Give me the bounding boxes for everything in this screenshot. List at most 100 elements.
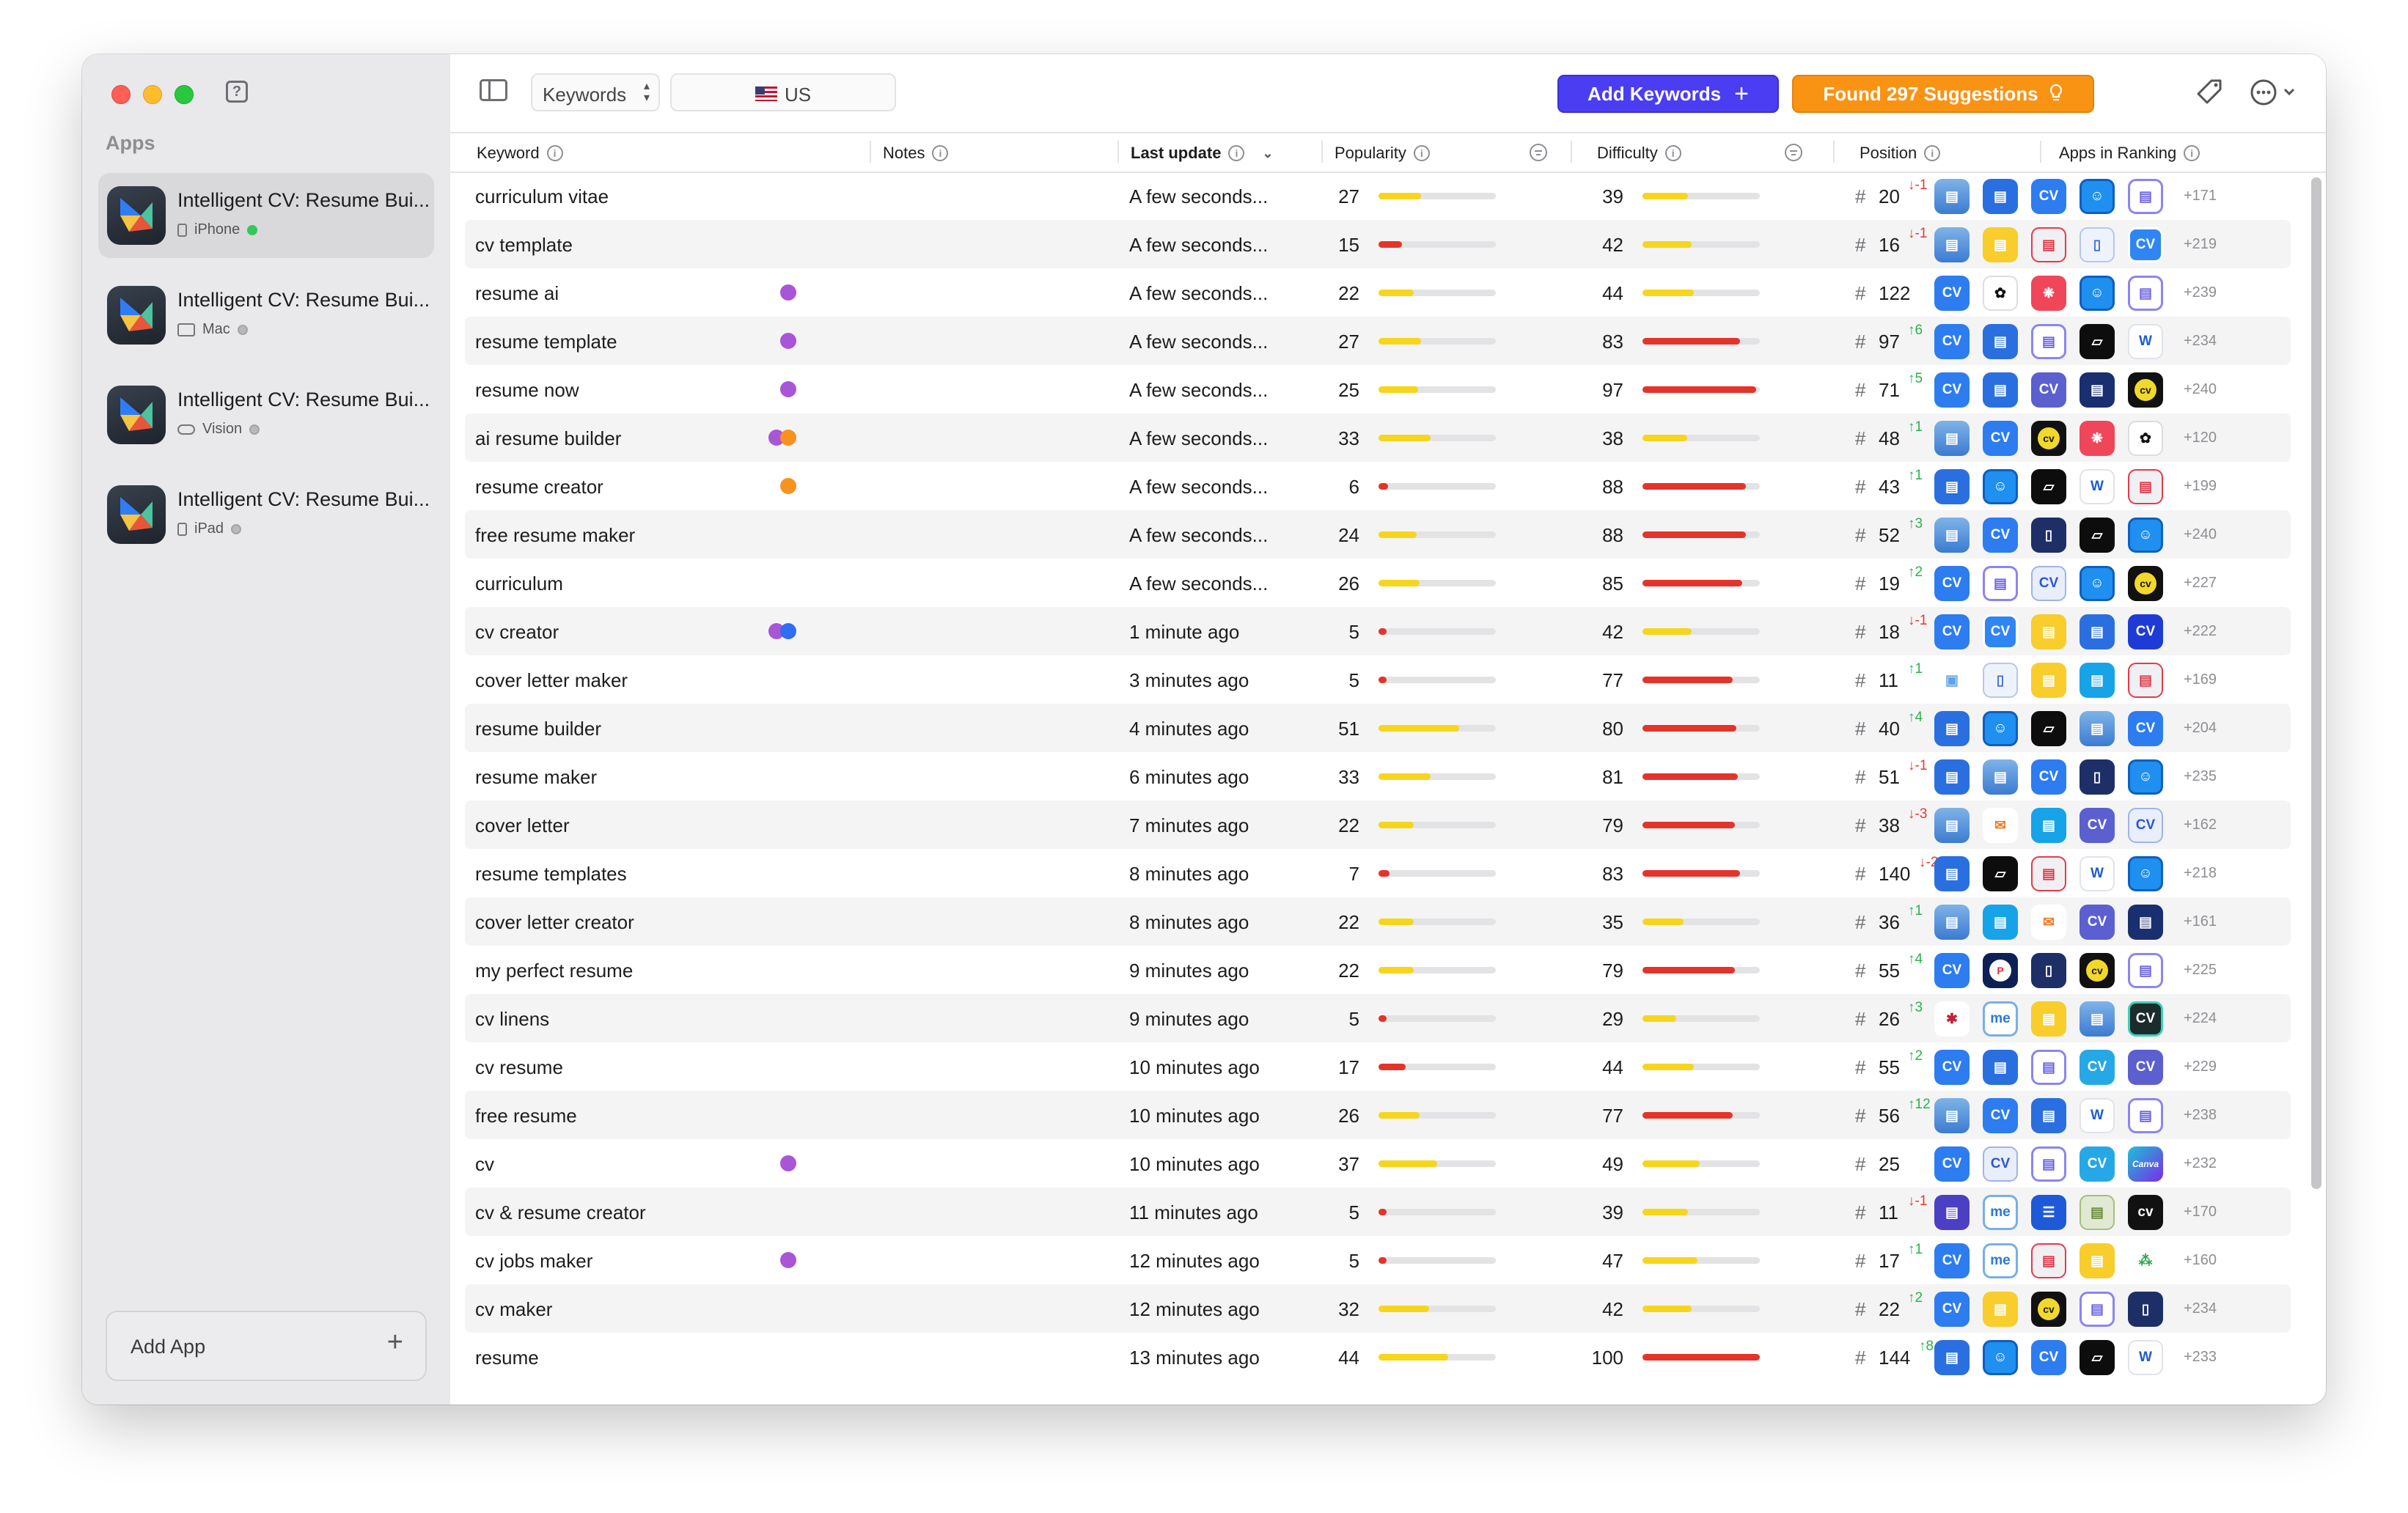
cv-cyan-app-icon[interactable]: CV	[2080, 1146, 2115, 1182]
doc-purple-app-icon[interactable]: ▤	[2031, 324, 2066, 359]
doc-blue-app-icon[interactable]: ▤	[1934, 469, 1970, 504]
doc-purple-app-icon[interactable]: ▤	[2128, 953, 2163, 988]
more-apps-count[interactable]: +235	[2184, 768, 2217, 784]
table-row[interactable]: free resume maker A few seconds... 24 88 #52…	[465, 510, 2291, 559]
cv-blue-app-icon[interactable]: CV	[1983, 1098, 2018, 1133]
doc-red-app-icon[interactable]: ▤	[2128, 663, 2163, 698]
notepad-app-icon[interactable]: ▤	[2080, 1001, 2115, 1037]
doc-purple-app-icon[interactable]: ▤	[2080, 1292, 2115, 1327]
info-icon[interactable]: i	[546, 145, 563, 161]
doc-red-app-icon[interactable]: ▤	[2031, 1243, 2066, 1278]
cv-yellow-app-icon[interactable]: cv	[2080, 953, 2115, 988]
cv-blue-app-icon[interactable]: CV	[2031, 1340, 2066, 1375]
more-apps-count[interactable]: +234	[2184, 333, 2217, 349]
word-app-icon[interactable]: W	[2080, 856, 2115, 891]
country-select[interactable]: US	[670, 73, 896, 111]
mail-orange-app-icon[interactable]: ✉	[1983, 808, 2018, 843]
minimize-window-button[interactable]	[143, 85, 162, 104]
profile-blue-app-icon[interactable]: ☺	[2128, 518, 2163, 553]
cv-blue-app-icon[interactable]: CV	[1934, 953, 1970, 988]
more-apps-count[interactable]: +161	[2184, 913, 2217, 929]
cv-blue-app-icon[interactable]: CV	[2031, 179, 2066, 214]
doc-lines-app-icon[interactable]: ☰	[2031, 1195, 2066, 1230]
table-row[interactable]: cv 10 minutes ago 37 49 #25 CV CV ▤ CV Canva +232	[465, 1139, 2291, 1188]
keyword-cell[interactable]: cv template	[475, 234, 573, 256]
cv-blue-app-icon[interactable]: CV	[1934, 614, 1970, 649]
info-icon[interactable]: i	[1924, 145, 1941, 161]
add-keywords-button[interactable]: Add Keywords +	[1557, 75, 1779, 113]
note-tags[interactable]	[780, 1252, 796, 1268]
column-difficulty[interactable]: Difficulty i	[1597, 144, 1681, 163]
more-apps-count[interactable]: +240	[2184, 381, 2217, 397]
more-apps-count[interactable]: +229	[2184, 1059, 2217, 1075]
cv-blue-app-icon[interactable]: CV	[1934, 1243, 1970, 1278]
doc-blue-app-icon[interactable]: ▤	[1934, 759, 1970, 795]
profile-blue-app-icon[interactable]: ☺	[2080, 566, 2115, 601]
notepad-app-icon[interactable]: ▤	[1983, 759, 2018, 795]
notepad-app-icon[interactable]: ▤	[1934, 227, 1970, 262]
table-row[interactable]: resume templates 8 minutes ago 7 83 #140 ↓-2 ▤…	[465, 849, 2291, 897]
paper-black-app-icon[interactable]: ▱	[2080, 324, 2115, 359]
paper-black-app-icon[interactable]: ▱	[2031, 711, 2066, 746]
word-app-icon[interactable]: W	[2080, 1098, 2115, 1133]
popularity-filter-icon[interactable]	[1530, 144, 1547, 161]
clip-light-app-icon[interactable]: ▣	[1934, 663, 1970, 698]
doc-dark-app-icon[interactable]: ▤	[2080, 372, 2115, 408]
suggestions-button[interactable]: Found 297 Suggestions	[1792, 75, 2094, 113]
cv-multi-app-icon[interactable]: CV	[1983, 1146, 2018, 1182]
table-row[interactable]: cv linens 9 minutes ago 5 29 #26 ↑3 ✱ me ▤ ▤ CV +22…	[465, 994, 2291, 1042]
doc-outline-app-icon[interactable]: ▯	[2080, 227, 2115, 262]
column-divider[interactable]	[1571, 141, 1572, 163]
difficulty-filter-icon[interactable]	[1785, 144, 1802, 161]
profile-blue-app-icon[interactable]: ☺	[1983, 711, 2018, 746]
paper-black-app-icon[interactable]: ▱	[2080, 518, 2115, 553]
more-apps-count[interactable]: +169	[2184, 671, 2217, 688]
column-keyword[interactable]: Keyword i	[477, 144, 563, 163]
doc-blue-app-icon[interactable]: ▤	[1934, 1340, 1970, 1375]
paper-black-app-icon[interactable]: ▱	[2080, 1340, 2115, 1375]
more-apps-count[interactable]: +222	[2184, 623, 2217, 639]
doc-violet-app-icon[interactable]: ▤	[1934, 1195, 1970, 1230]
more-apps-count[interactable]: +199	[2184, 478, 2217, 494]
more-apps-count[interactable]: +171	[2184, 188, 2217, 204]
me-blue-app-icon[interactable]: me	[1983, 1195, 2018, 1230]
more-apps-count[interactable]: +238	[2184, 1107, 2217, 1123]
sidebar-app-item[interactable]: Intelligent CV: Resume Bui... Mac	[98, 273, 434, 358]
add-app-button[interactable]: Add App +	[106, 1311, 427, 1381]
canva-app-icon[interactable]: Canva	[2128, 1146, 2163, 1182]
note-tags[interactable]	[780, 478, 796, 494]
column-position[interactable]: Position i	[1860, 144, 1941, 163]
mail-orange-app-icon[interactable]: ✉	[2031, 905, 2066, 940]
notepad-app-icon[interactable]: ▤	[1934, 179, 1970, 214]
profile-blue-app-icon[interactable]: ☺	[2128, 759, 2163, 795]
word-app-icon[interactable]: W	[2128, 1340, 2163, 1375]
keyword-cell[interactable]: cv	[475, 1153, 494, 1175]
more-apps-count[interactable]: +162	[2184, 817, 2217, 833]
note-tags[interactable]	[780, 333, 796, 349]
column-divider[interactable]	[1117, 141, 1119, 163]
ai-red-app-icon[interactable]: ❋	[2031, 276, 2066, 311]
openai-app-icon[interactable]: ✿	[2128, 421, 2163, 456]
note-tags[interactable]	[780, 381, 796, 397]
more-apps-count[interactable]: +218	[2184, 865, 2217, 881]
keyword-cell[interactable]: free resume maker	[475, 524, 636, 546]
more-apps-count[interactable]: +160	[2184, 1252, 2217, 1268]
notepad-app-icon[interactable]: ▤	[1934, 518, 1970, 553]
keyword-cell[interactable]: cv resume	[475, 1056, 563, 1078]
keyword-cell[interactable]: cv maker	[475, 1298, 553, 1320]
more-apps-count[interactable]: +239	[2184, 284, 2217, 301]
me-blue-app-icon[interactable]: me	[1983, 1001, 2018, 1037]
cv-indigo-app-icon[interactable]: CV	[2080, 808, 2115, 843]
cv-blue-app-icon[interactable]: CV	[1934, 1146, 1970, 1182]
cv-blue-app-icon[interactable]: CV	[1934, 1292, 1970, 1327]
more-apps-count[interactable]: +240	[2184, 526, 2217, 542]
info-icon[interactable]: i	[1664, 145, 1681, 161]
doc-blue-app-icon[interactable]: ▤	[1983, 372, 2018, 408]
doc-blue-app-icon[interactable]: ▤	[1983, 179, 2018, 214]
note-tags[interactable]	[780, 284, 796, 301]
cv-yellow-app-icon[interactable]: cv	[2128, 372, 2163, 408]
column-popularity[interactable]: Popularity i	[1335, 144, 1430, 163]
cv-outline-app-icon[interactable]: CV	[1983, 614, 2018, 649]
zoom-window-button[interactable]	[175, 85, 194, 104]
notepad-app-icon[interactable]: ▤	[2080, 711, 2115, 746]
